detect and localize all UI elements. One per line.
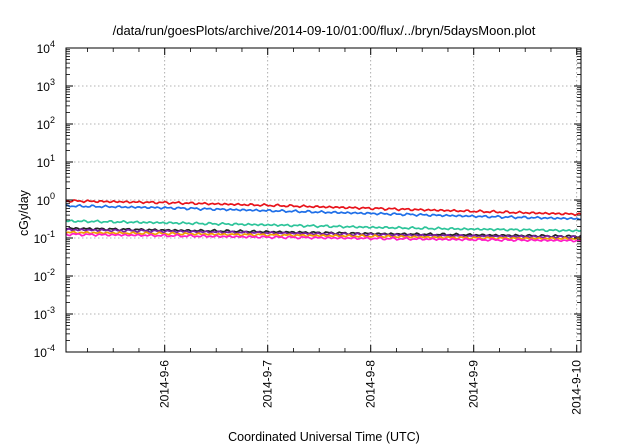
series-line: [65, 230, 582, 241]
y-tick-base: 10: [37, 118, 51, 132]
y-tick-label: 10-3: [34, 305, 55, 322]
x-axis-label: Coordinated Universal Time (UTC): [228, 430, 420, 444]
y-tick-label: 10-2: [34, 267, 55, 284]
y-tick-base: 10: [34, 232, 48, 246]
y-tick-base: 10: [37, 80, 51, 94]
y-tick-exponent: -1: [47, 229, 55, 239]
x-tick-label: 2014-9-10: [570, 360, 584, 415]
series-line: [65, 232, 581, 243]
y-tick-base: 10: [37, 42, 51, 56]
y-tick-exponent: 4: [50, 39, 55, 49]
y-tick-label: 103: [37, 77, 55, 94]
x-tick-label: 2014-9-8: [364, 360, 378, 408]
y-tick-base: 10: [37, 156, 51, 170]
y-tick-base: 10: [34, 308, 48, 322]
x-tick-label: 2014-9-9: [467, 360, 481, 408]
y-tick-base: 10: [34, 270, 48, 284]
y-tick-exponent: 0: [50, 191, 55, 201]
y-tick-exponent: 1: [50, 153, 55, 163]
series-group: [65, 199, 582, 243]
x-tick-label: 2014-9-6: [158, 360, 172, 408]
y-tick-label: 100: [37, 191, 55, 208]
series-line: [66, 199, 582, 217]
grid: [66, 48, 581, 352]
y-tick-label: 10-1: [34, 229, 55, 246]
y-tick-label: 104: [37, 39, 55, 56]
y-axis-label: cGy/day: [17, 189, 31, 236]
x-tick-label: 2014-9-7: [261, 360, 275, 408]
chart-title: /data/run/goesPlots/archive/2014-09-10/0…: [113, 23, 536, 38]
series-line: [65, 203, 582, 221]
y-tick-exponent: 3: [50, 77, 55, 87]
y-tick-label: 102: [37, 115, 55, 132]
y-tick-exponent: 2: [50, 115, 55, 125]
y-tick-exponent: -4: [47, 343, 55, 353]
y-tick-base: 10: [34, 346, 48, 360]
x-ticks: 2014-9-6 2014-9-7 2014-9-8 2014-9-9 2014-9-1…: [87, 48, 584, 415]
y-tick-exponent: -2: [47, 267, 55, 277]
series-line: [65, 219, 582, 233]
y-tick-label: 101: [37, 153, 55, 170]
series-line: [65, 228, 582, 240]
y-tick-exponent: -3: [47, 305, 55, 315]
y-tick-label: 10-4: [34, 343, 55, 360]
y-tick-base: 10: [37, 194, 51, 208]
